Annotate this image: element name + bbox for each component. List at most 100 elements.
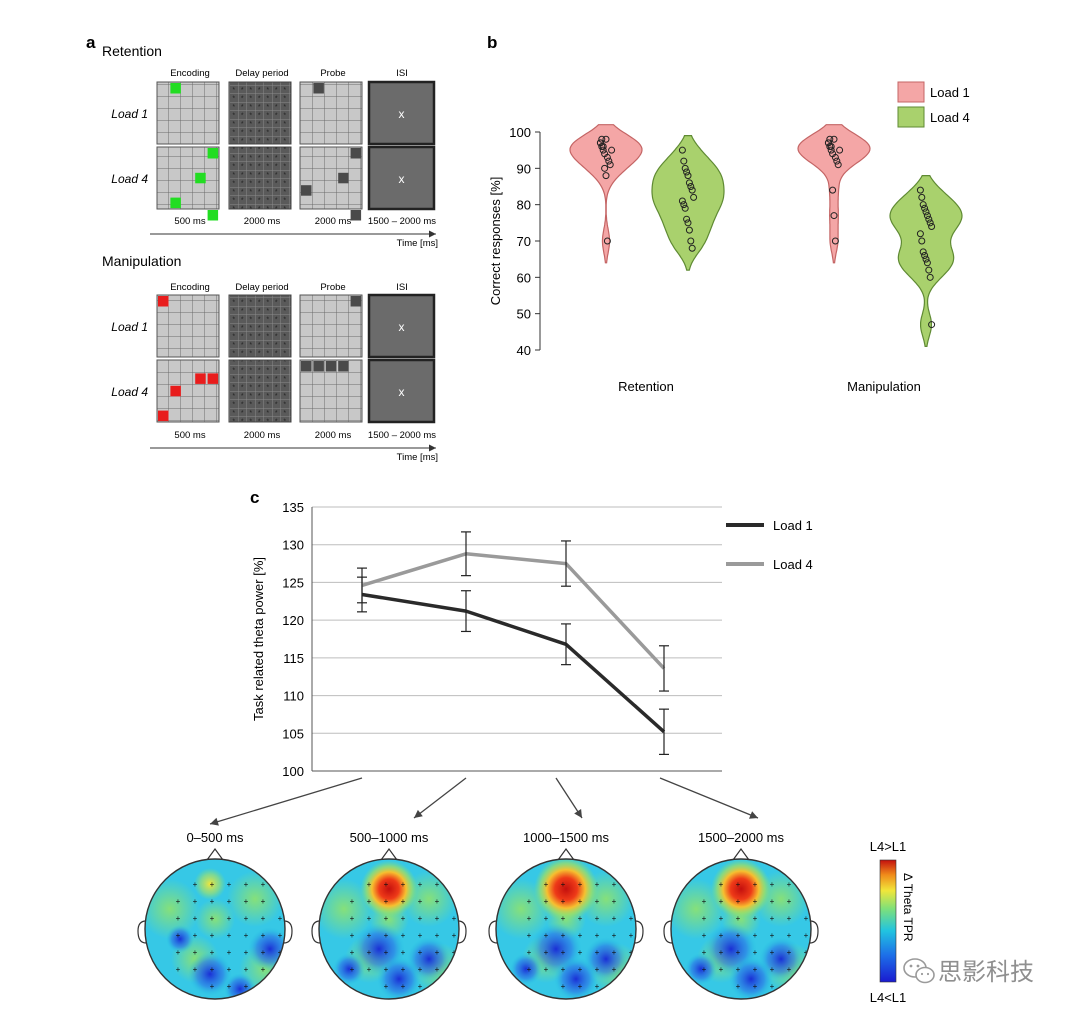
- electrode: +: [261, 880, 266, 889]
- colorbar: L4>L1 Δ Theta TPR L4<L1: [870, 839, 915, 1005]
- electrode: +: [227, 948, 232, 957]
- electrode: +: [384, 965, 389, 974]
- electrode: +: [753, 897, 758, 906]
- data-point: [690, 193, 698, 201]
- data-point: [916, 230, 924, 238]
- row-label: Load 1: [111, 107, 148, 121]
- panel-a: a Retention Encoding Delay period Probe ISI L…: [86, 33, 438, 463]
- electrode: +: [401, 880, 406, 889]
- electrode: +: [629, 931, 634, 940]
- task-schematic: Retention Encoding Delay period Probe ISI Loa…: [102, 43, 438, 463]
- left-ear: [311, 920, 321, 944]
- row-label: Load 1: [111, 320, 148, 334]
- data-point: [608, 146, 616, 154]
- data-point: [928, 321, 936, 329]
- electrode: +: [244, 897, 249, 906]
- data-point: [606, 161, 614, 169]
- violin-body: [651, 135, 725, 271]
- electrode: +: [244, 880, 249, 889]
- electrode: +: [435, 948, 440, 957]
- encoding-square: [207, 148, 219, 159]
- nose: [557, 847, 575, 861]
- data-point: [831, 153, 839, 161]
- stage-label: Encoding: [170, 282, 210, 293]
- data-point: [829, 186, 837, 194]
- data-point: [826, 135, 834, 143]
- electrode: +: [527, 914, 532, 923]
- electrode: +: [578, 931, 583, 940]
- y-tick-label: 120: [282, 613, 304, 628]
- electrode: +: [770, 897, 775, 906]
- duration-label: 2000 ms: [244, 430, 281, 441]
- electrode: +: [595, 982, 600, 991]
- electrode: +: [384, 948, 389, 957]
- electrode: +: [702, 931, 707, 940]
- electrode: +: [418, 948, 423, 957]
- probe-grid: [299, 81, 363, 145]
- isi-symbol: x: [399, 320, 405, 334]
- right-ear: [283, 920, 293, 944]
- time-label: Time [ms]: [397, 452, 438, 463]
- y-tick-label: 50: [517, 307, 531, 322]
- activity-blob: [145, 879, 200, 939]
- isi-box: [367, 358, 436, 424]
- electrode: +: [753, 931, 758, 940]
- electrode: +: [787, 965, 792, 974]
- probe-square: [350, 210, 362, 221]
- data-point: [602, 135, 610, 143]
- electrode: +: [435, 880, 440, 889]
- section-title: Manipulation: [102, 253, 181, 269]
- electrode: +: [770, 931, 775, 940]
- head-outline: [144, 858, 286, 1000]
- electrode: +: [401, 897, 406, 906]
- data-point: [925, 266, 933, 274]
- isi-symbol: x: [399, 385, 405, 399]
- electrode: +: [804, 931, 809, 940]
- electrode: +: [278, 914, 283, 923]
- encoding-square: [170, 197, 181, 209]
- electrode: +: [227, 914, 232, 923]
- electrode: +: [736, 914, 741, 923]
- electrode: +: [787, 897, 792, 906]
- electrode: +: [753, 914, 758, 923]
- electrode: +: [210, 931, 215, 940]
- data-point: [684, 172, 692, 180]
- electrode: +: [193, 914, 198, 923]
- encoding-square: [207, 210, 219, 221]
- electrode: +: [544, 965, 549, 974]
- electrode: +: [384, 982, 389, 991]
- topomap-title: 500–1000 ms: [350, 830, 429, 845]
- electrode: +: [452, 948, 457, 957]
- stage-label: Delay period: [235, 68, 288, 79]
- data-point: [827, 143, 835, 151]
- electrode: +: [578, 982, 583, 991]
- electrode: +: [435, 931, 440, 940]
- left-ear: [137, 920, 147, 944]
- panel-c: c 100 105 110 115 120 125 130 135 Task related t…: [209, 488, 813, 826]
- row-label: Load 4: [111, 385, 148, 399]
- electrode: +: [244, 982, 249, 991]
- electrode: +: [736, 948, 741, 957]
- electrode: +: [561, 897, 566, 906]
- data-point: [603, 237, 611, 245]
- data-point: [598, 135, 606, 143]
- data-point: [603, 153, 611, 161]
- data-point: [922, 255, 930, 263]
- data-point: [685, 179, 693, 187]
- electrode: +: [719, 965, 724, 974]
- encoding-square: [195, 172, 206, 184]
- electrode: +: [629, 914, 634, 923]
- data-point: [687, 183, 695, 190]
- head-outline: [318, 858, 460, 1000]
- electrode: +: [384, 931, 389, 940]
- activity-blob: [729, 957, 773, 999]
- electrode: +: [210, 982, 215, 991]
- electrode: +: [544, 880, 549, 889]
- y-axis-label: Task related theta power [%]: [251, 557, 266, 721]
- electrode: +: [244, 914, 249, 923]
- y-tick-label: 40: [517, 343, 531, 358]
- electrode: +: [719, 931, 724, 940]
- panel-a-label: a: [86, 33, 96, 52]
- electrode: +: [527, 965, 532, 974]
